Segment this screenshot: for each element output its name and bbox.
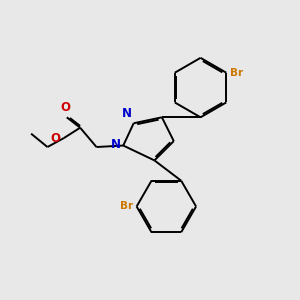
Text: Br: Br [120, 202, 133, 212]
Text: O: O [60, 101, 70, 114]
Text: Br: Br [230, 68, 243, 78]
Text: N: N [122, 107, 132, 120]
Text: O: O [50, 132, 60, 145]
Text: N: N [111, 138, 121, 151]
